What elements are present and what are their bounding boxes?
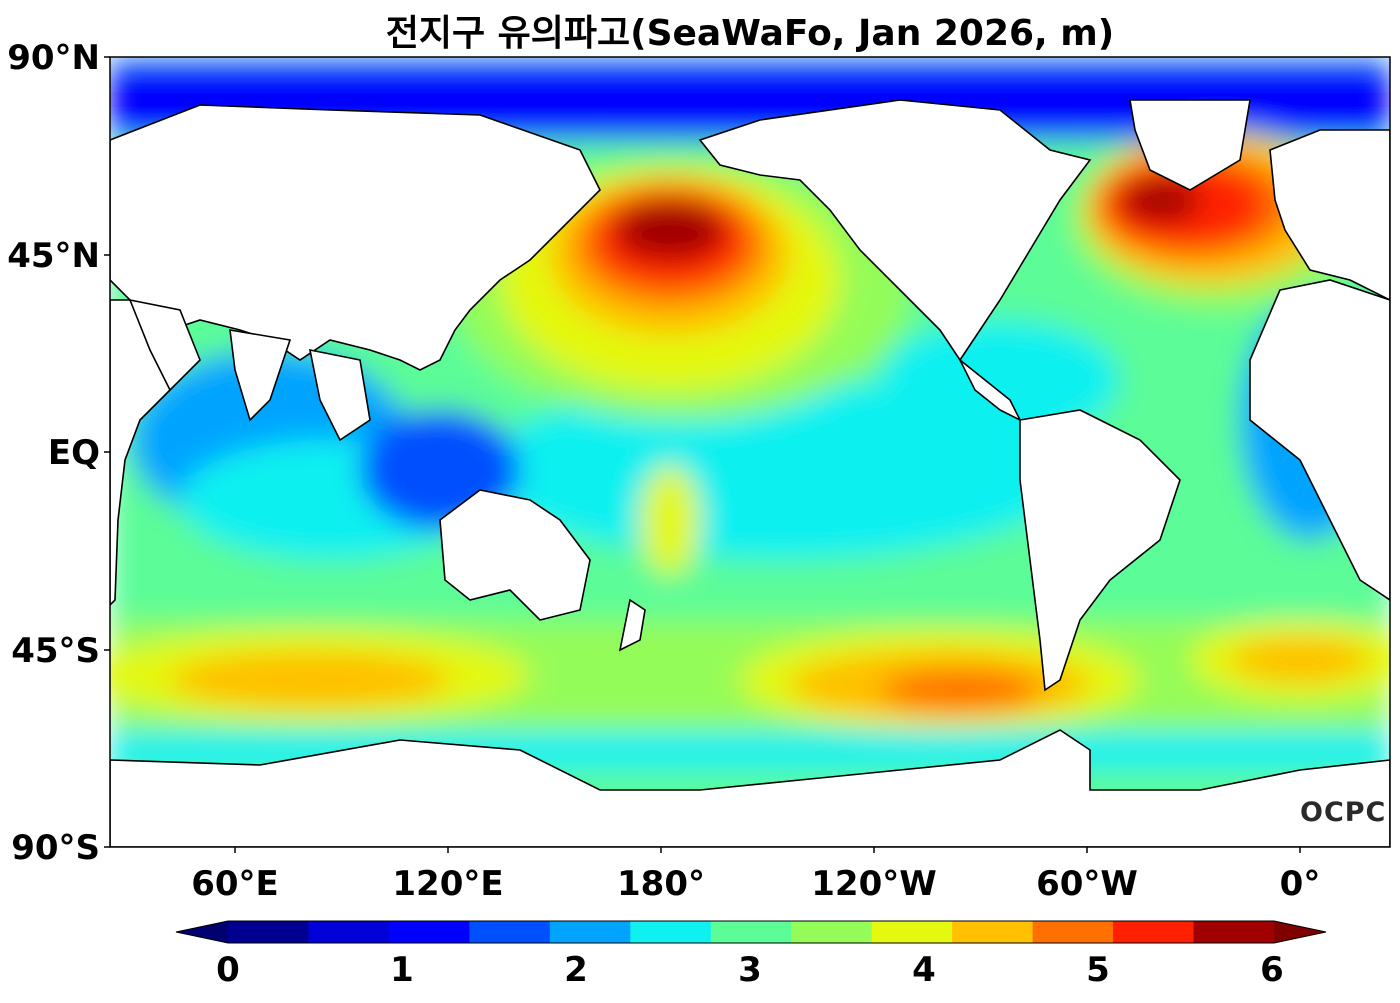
colorbar-segment (710, 921, 792, 943)
europe (1269, 129, 1390, 301)
colorbar-label-3: 3 (738, 950, 762, 990)
india (229, 329, 292, 422)
lat-label-90s: 90°S (11, 828, 100, 868)
colorbar-border (175, 920, 1327, 944)
antarctica (110, 729, 1390, 847)
se-asia (308, 348, 371, 442)
lat-label-45n: 45°N (7, 236, 100, 276)
colorbar-segment (791, 921, 873, 943)
colorbar-label-1: 1 (390, 950, 414, 990)
colorbar-segment (308, 921, 390, 943)
colorbar-under-arrow (176, 921, 228, 943)
colorbar-label-5: 5 (1086, 950, 1110, 990)
arabia (128, 298, 201, 392)
colorbar-segment (630, 921, 712, 943)
colorbar (175, 920, 1327, 944)
colorbar-segment (469, 921, 551, 943)
colorbar-segment (228, 921, 309, 943)
africa-east (1249, 279, 1390, 601)
lon-label-60w: 60°W (1036, 864, 1138, 904)
lon-label-120w: 120°W (811, 864, 937, 904)
north-atlantic-max (1120, 178, 1200, 222)
axis-ticks (104, 56, 1301, 853)
colorbar-label-0: 0 (216, 950, 240, 990)
lon-label-60e: 60°E (191, 864, 279, 904)
lat-label-45s: 45°S (11, 631, 100, 671)
lon-label-180: 180° (617, 864, 705, 904)
south-america (1019, 409, 1181, 692)
indian-southern-max (170, 652, 450, 708)
lon-label-120e: 120°E (392, 864, 504, 904)
north-pacific-max (615, 200, 725, 260)
lat-label-90n: 90°N (7, 38, 100, 78)
colorbar-segment (952, 921, 1034, 943)
ocean-field (110, 57, 1390, 847)
colorbar-segment (1032, 921, 1114, 943)
colorbar-segment (1113, 921, 1195, 943)
colorbar-over-arrow (1274, 921, 1326, 943)
map-title: 전지구 유의파고(SeaWaFo, Jan 2026, m) (385, 13, 1115, 54)
colorbar-segment (549, 921, 631, 943)
pacific-southern-max (880, 670, 1040, 710)
north-america (698, 99, 1092, 362)
australia (439, 489, 591, 621)
new-zealand (618, 598, 646, 652)
ocpc-logo: OCPC (1300, 797, 1387, 828)
colorbar-label-6: 6 (1260, 950, 1284, 990)
greenland (1129, 99, 1251, 191)
colorbar-label-2: 2 (564, 950, 588, 990)
lon-label-0: 0° (1279, 864, 1321, 904)
colorbar-segment (388, 921, 470, 943)
colorbar-label-4: 4 (912, 950, 936, 990)
lat-label-eq: EQ (47, 433, 100, 473)
land-masses (110, 99, 1390, 847)
colorbar-segment (1193, 921, 1275, 943)
colorbar-segment (871, 921, 953, 943)
